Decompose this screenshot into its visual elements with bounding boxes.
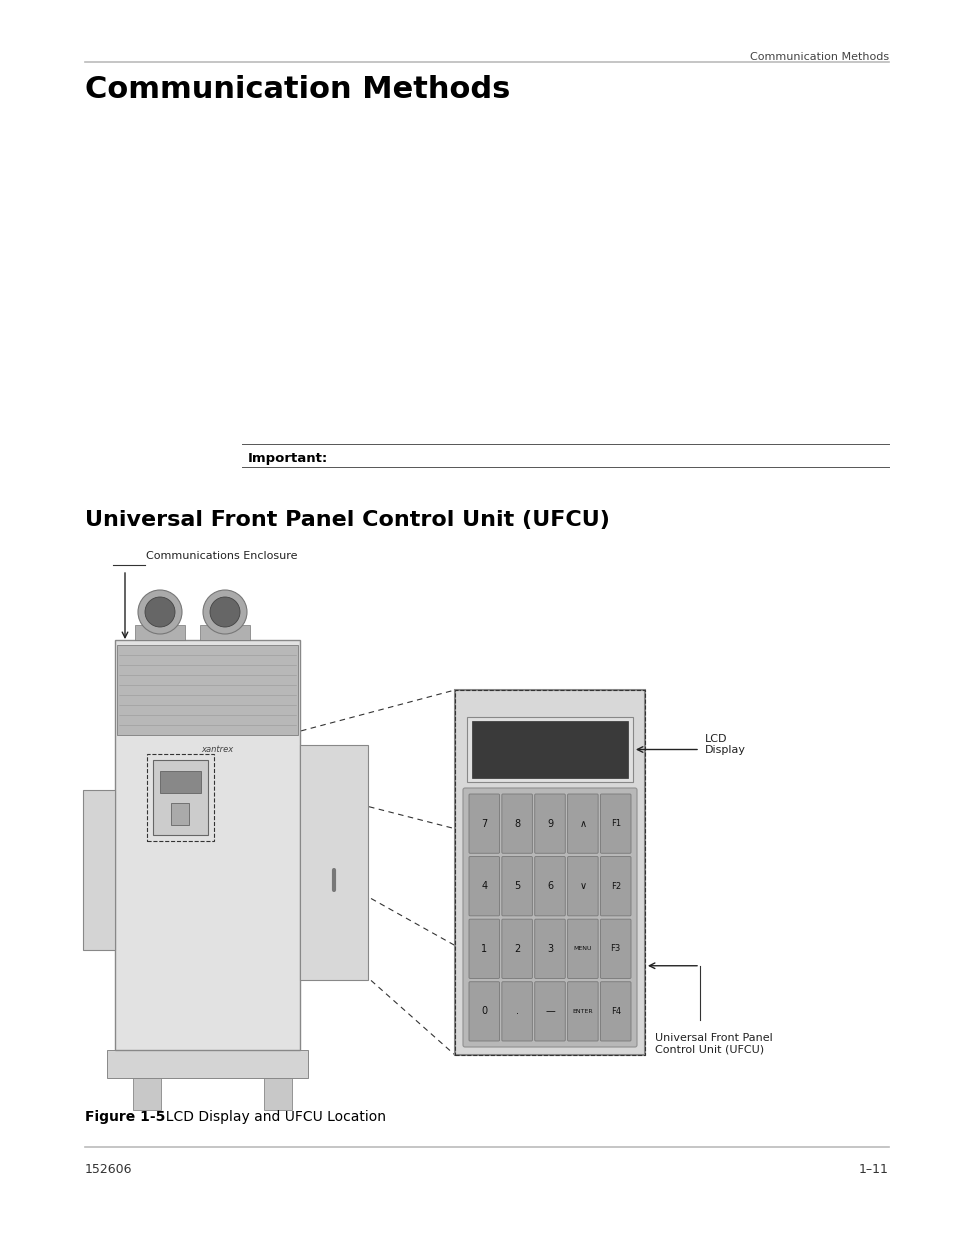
Circle shape	[210, 597, 240, 627]
Text: F3: F3	[610, 945, 620, 953]
FancyBboxPatch shape	[467, 718, 633, 782]
FancyBboxPatch shape	[171, 803, 189, 825]
FancyBboxPatch shape	[115, 640, 299, 1050]
FancyBboxPatch shape	[472, 721, 627, 778]
Text: F4: F4	[610, 1007, 620, 1016]
Text: Important:: Important:	[248, 452, 328, 466]
Text: F2: F2	[610, 882, 620, 890]
FancyBboxPatch shape	[535, 919, 565, 978]
FancyBboxPatch shape	[501, 919, 532, 978]
FancyBboxPatch shape	[599, 794, 630, 853]
FancyBboxPatch shape	[455, 690, 644, 1055]
Text: MENU: MENU	[573, 946, 592, 951]
Text: 1: 1	[480, 944, 487, 953]
FancyBboxPatch shape	[535, 794, 565, 853]
Circle shape	[138, 590, 182, 634]
Text: Universal Front Panel
Control Unit (UFCU): Universal Front Panel Control Unit (UFCU…	[655, 1032, 772, 1055]
Text: F1: F1	[610, 819, 620, 829]
FancyBboxPatch shape	[160, 771, 201, 793]
Text: ∨: ∨	[578, 882, 586, 892]
FancyBboxPatch shape	[132, 1078, 161, 1110]
Text: LCD
Display: LCD Display	[704, 734, 745, 756]
Text: ENTER: ENTER	[572, 1009, 593, 1014]
Text: LCD Display and UFCU Location: LCD Display and UFCU Location	[157, 1110, 386, 1124]
Text: 0: 0	[480, 1007, 487, 1016]
Text: 152606: 152606	[85, 1163, 132, 1176]
Text: 8: 8	[514, 819, 519, 829]
Circle shape	[145, 597, 174, 627]
FancyBboxPatch shape	[200, 625, 250, 640]
Text: 3: 3	[546, 944, 553, 953]
FancyBboxPatch shape	[535, 982, 565, 1041]
FancyBboxPatch shape	[501, 857, 532, 916]
FancyBboxPatch shape	[567, 982, 598, 1041]
Text: .: .	[515, 1007, 518, 1016]
FancyBboxPatch shape	[567, 857, 598, 916]
Text: Figure 1-5: Figure 1-5	[85, 1110, 165, 1124]
FancyBboxPatch shape	[107, 1050, 308, 1078]
Text: 7: 7	[480, 819, 487, 829]
FancyBboxPatch shape	[469, 794, 499, 853]
FancyBboxPatch shape	[299, 745, 368, 981]
Text: 6: 6	[546, 882, 553, 892]
FancyBboxPatch shape	[567, 919, 598, 978]
FancyBboxPatch shape	[264, 1078, 292, 1110]
Text: Universal Front Panel Control Unit (UFCU): Universal Front Panel Control Unit (UFCU…	[85, 510, 609, 530]
Text: 4: 4	[480, 882, 487, 892]
Text: 5: 5	[514, 882, 519, 892]
FancyBboxPatch shape	[152, 760, 208, 835]
Text: 9: 9	[546, 819, 553, 829]
Circle shape	[203, 590, 247, 634]
FancyBboxPatch shape	[135, 625, 185, 640]
FancyBboxPatch shape	[462, 788, 637, 1047]
Text: 1–11: 1–11	[859, 1163, 888, 1176]
FancyBboxPatch shape	[469, 919, 499, 978]
FancyBboxPatch shape	[117, 645, 297, 735]
FancyBboxPatch shape	[469, 982, 499, 1041]
FancyBboxPatch shape	[501, 982, 532, 1041]
FancyBboxPatch shape	[535, 857, 565, 916]
Text: Communication Methods: Communication Methods	[749, 52, 888, 62]
Text: Communication Methods: Communication Methods	[85, 75, 510, 104]
Text: —: —	[544, 1007, 555, 1016]
FancyBboxPatch shape	[83, 790, 115, 950]
FancyBboxPatch shape	[599, 919, 630, 978]
FancyBboxPatch shape	[567, 794, 598, 853]
Text: ∧: ∧	[578, 819, 586, 829]
FancyBboxPatch shape	[599, 982, 630, 1041]
Text: 2: 2	[514, 944, 519, 953]
Text: Communications Enclosure: Communications Enclosure	[146, 551, 297, 561]
Text: xantrex: xantrex	[201, 746, 233, 755]
FancyBboxPatch shape	[599, 857, 630, 916]
FancyBboxPatch shape	[501, 794, 532, 853]
FancyBboxPatch shape	[469, 857, 499, 916]
